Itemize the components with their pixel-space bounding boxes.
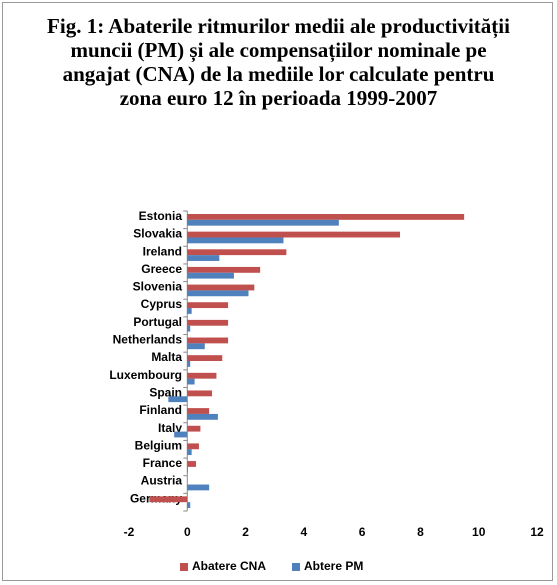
bar [187, 302, 229, 309]
bar [187, 355, 223, 361]
y-tick-label: Slovenia [133, 280, 183, 294]
y-tick-label: Belgium [135, 438, 182, 452]
x-tick-label: 10 [472, 525, 486, 539]
y-tick-label: Finland [139, 403, 182, 417]
bar [187, 343, 205, 350]
y-tick-label: Italy [158, 421, 182, 435]
bar [187, 502, 191, 508]
bar [187, 284, 255, 291]
bar [187, 255, 220, 261]
bar [187, 408, 210, 414]
y-tick-label: France [143, 456, 183, 470]
bar [187, 466, 188, 473]
y-tick-label: Estonia [139, 209, 183, 223]
bar [187, 361, 191, 367]
x-tick-label: 0 [184, 525, 191, 539]
bar [187, 319, 229, 326]
chart-title: Fig. 1: Abaterile ritmurilor medii ale p… [47, 14, 510, 110]
y-tick-label: Greece [141, 262, 182, 276]
x-tick-label: 4 [301, 525, 308, 539]
bar [187, 219, 339, 226]
legend-label: Abatere CNA [192, 559, 266, 573]
bar [168, 396, 188, 403]
bar [187, 378, 195, 385]
bar [149, 496, 188, 503]
y-tick-label: Austria [141, 474, 183, 488]
bar [187, 425, 201, 432]
x-tick-label: 2 [242, 525, 249, 539]
bar [187, 237, 284, 244]
bar [187, 249, 287, 256]
y-tick-label: Slovakia [133, 227, 182, 241]
chart-frame [2, 2, 553, 581]
bar [187, 449, 192, 456]
bar [187, 290, 249, 297]
y-tick-label: Netherlands [113, 333, 183, 347]
bar [187, 413, 218, 420]
y-tick-label: Portugal [133, 315, 182, 329]
bar [187, 461, 197, 467]
x-tick-label: 12 [530, 525, 544, 539]
bar [187, 484, 210, 491]
y-tick-label: Malta [151, 350, 182, 364]
y-tick-label: Luxembourg [109, 368, 182, 382]
bar [187, 231, 401, 238]
y-tick-label: Spain [149, 385, 182, 399]
y-tick-label: Ireland [143, 244, 182, 258]
bar [187, 337, 229, 344]
bar [174, 431, 188, 438]
bar [187, 266, 261, 273]
bar [187, 214, 465, 220]
y-tick-label: Cyprus [141, 297, 183, 311]
legend-swatch [292, 563, 301, 571]
x-tick-label: 8 [417, 525, 424, 539]
bar [187, 308, 192, 314]
bar [187, 443, 199, 450]
bar [187, 372, 217, 379]
x-tick-label: 6 [359, 525, 366, 539]
legend-swatch [180, 563, 188, 571]
x-tick-label: -2 [124, 525, 135, 539]
bar [187, 272, 234, 279]
legend-label: Abtere PM [304, 559, 363, 573]
bar [187, 325, 191, 332]
bar [187, 390, 213, 397]
